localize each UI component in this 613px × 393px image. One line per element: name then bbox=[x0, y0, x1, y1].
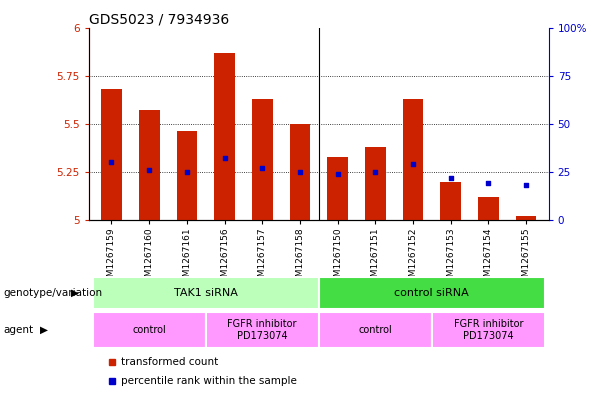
Point bbox=[408, 161, 418, 167]
Point bbox=[484, 180, 493, 187]
Point bbox=[257, 165, 267, 171]
Bar bbox=[319, 312, 432, 348]
Bar bbox=[214, 53, 235, 220]
Text: FGFR inhibitor
PD173074: FGFR inhibitor PD173074 bbox=[454, 320, 523, 341]
Bar bbox=[139, 110, 159, 220]
Bar bbox=[101, 89, 122, 220]
Point bbox=[219, 155, 229, 162]
Text: FGFR inhibitor
PD173074: FGFR inhibitor PD173074 bbox=[227, 320, 297, 341]
Bar bbox=[93, 312, 206, 348]
Text: ▶: ▶ bbox=[70, 288, 78, 298]
Bar bbox=[432, 312, 545, 348]
Text: control: control bbox=[132, 325, 166, 335]
Bar bbox=[516, 216, 536, 220]
Bar bbox=[327, 156, 348, 220]
Point bbox=[446, 174, 455, 181]
Point bbox=[182, 169, 192, 175]
Point bbox=[144, 167, 154, 173]
Point bbox=[333, 171, 343, 177]
Bar bbox=[206, 312, 319, 348]
Bar bbox=[478, 197, 499, 220]
Point bbox=[521, 182, 531, 189]
Text: control siRNA: control siRNA bbox=[394, 288, 469, 298]
Bar bbox=[403, 99, 424, 220]
Bar bbox=[93, 277, 319, 309]
Point bbox=[295, 169, 305, 175]
Text: TAK1 siRNA: TAK1 siRNA bbox=[173, 288, 238, 298]
Text: GDS5023 / 7934936: GDS5023 / 7934936 bbox=[89, 12, 229, 26]
Text: ▶: ▶ bbox=[40, 325, 48, 335]
Text: genotype/variation: genotype/variation bbox=[3, 288, 102, 298]
Text: transformed count: transformed count bbox=[121, 356, 218, 367]
Bar bbox=[365, 147, 386, 220]
Bar bbox=[252, 99, 273, 220]
Point bbox=[107, 159, 116, 165]
Bar bbox=[289, 124, 310, 220]
Text: agent: agent bbox=[3, 325, 33, 335]
Text: percentile rank within the sample: percentile rank within the sample bbox=[121, 376, 297, 386]
Bar bbox=[440, 182, 461, 220]
Bar bbox=[177, 132, 197, 220]
Point bbox=[370, 169, 380, 175]
Text: control: control bbox=[359, 325, 392, 335]
Bar bbox=[319, 277, 545, 309]
